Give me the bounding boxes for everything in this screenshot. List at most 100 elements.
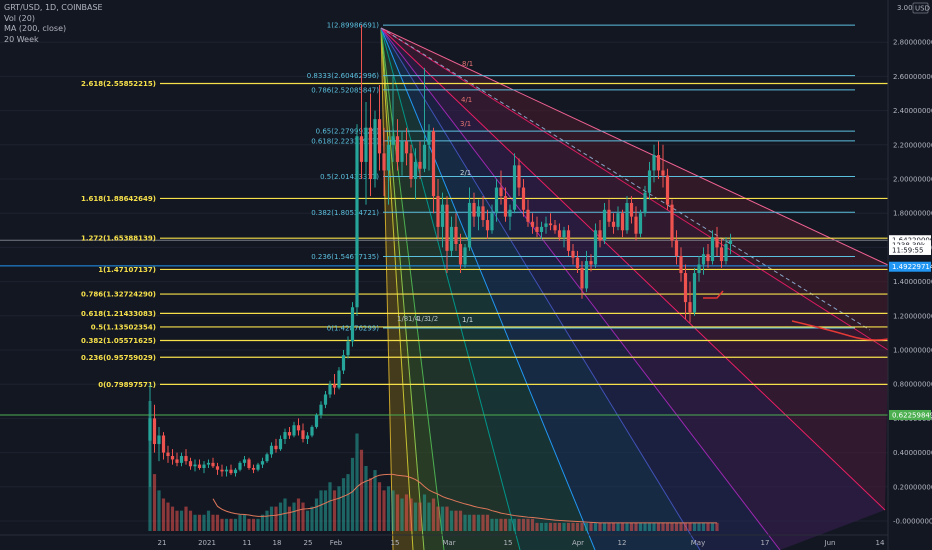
price-badge (889, 261, 931, 272)
candle-body (242, 459, 247, 463)
candle-body (175, 459, 179, 463)
candle (427, 124, 431, 171)
price-scale-background (888, 0, 932, 550)
volume-bar (269, 506, 274, 531)
candle-body (431, 131, 436, 197)
volume-bar (566, 522, 571, 531)
fan-ratio-label: 1/3 (417, 315, 428, 323)
candle (719, 238, 724, 268)
candle-body (202, 464, 206, 468)
candle-body (548, 223, 553, 226)
candle (256, 462, 260, 472)
candle (314, 413, 319, 429)
volume-bar (530, 518, 535, 531)
volume-bar (292, 502, 296, 531)
candle-body (611, 221, 616, 227)
candle-body (710, 237, 715, 262)
volume-bar (382, 490, 386, 531)
volume-bar (274, 506, 278, 531)
price-badge (889, 409, 931, 420)
candle-body (562, 230, 566, 238)
candle (409, 144, 413, 188)
candle (175, 452, 179, 467)
volume-bar (170, 506, 175, 531)
candle (422, 67, 427, 173)
volume-bar (656, 522, 661, 531)
candle (643, 185, 647, 217)
price-tick-label: 1.80000000 (893, 210, 932, 218)
candle (724, 237, 728, 265)
ma-indicator-label[interactable]: MA (200, close) (4, 24, 67, 33)
volume-bar (611, 522, 616, 531)
week-indicator-label[interactable]: 20 Week (4, 34, 39, 44)
candle-body (544, 223, 548, 227)
candle-body (512, 165, 517, 210)
price-badge-label: 0.62259849 (892, 411, 932, 419)
price-tick-label: 1.00000000 (893, 347, 932, 355)
candle (715, 226, 719, 256)
volume-bar (350, 457, 355, 531)
fan-ray (380, 27, 521, 550)
candle-body (643, 192, 647, 214)
volume-bar (413, 502, 418, 531)
candle-body (584, 261, 589, 289)
fan-ray (380, 27, 889, 266)
candle (161, 432, 166, 460)
candle-body (323, 394, 328, 405)
volume-bar (422, 494, 427, 531)
volume-bar (652, 522, 656, 531)
candle (553, 220, 557, 234)
candle (472, 192, 476, 227)
volume-bar (503, 518, 508, 531)
candle-body (364, 127, 368, 162)
volume-bar (211, 514, 215, 531)
fib-level-label: 1(1.47107137) (98, 266, 156, 274)
candle (593, 223, 598, 268)
candle (575, 250, 580, 274)
candle (265, 452, 269, 463)
volume-bar (373, 470, 377, 531)
fan-ray (380, 27, 425, 550)
volume-bar (193, 514, 197, 531)
candle-body (530, 221, 535, 227)
time-tick-label: Mar (442, 539, 455, 547)
candle (517, 158, 521, 197)
candle-body (373, 119, 377, 179)
fib-inner-label: 0.65(2.27999329) (316, 128, 380, 136)
candle-body (283, 432, 287, 439)
volume-bar (670, 522, 674, 531)
price-tick-label: -0.00000000 (893, 518, 932, 526)
volume-bar (305, 510, 310, 531)
candle (418, 141, 422, 179)
volume-bar (391, 490, 395, 531)
volume-bar (377, 482, 382, 531)
candle-body (445, 204, 449, 251)
candle-body (341, 355, 346, 371)
fib-level-label: 0.618(1.21433083) (81, 310, 156, 318)
fib-level-label: 2.618(2.55852215) (81, 80, 156, 88)
candle (701, 247, 706, 275)
candle-body (679, 255, 683, 274)
fan-ray (380, 27, 394, 550)
volume-bar (206, 510, 211, 531)
candle-body (215, 466, 220, 470)
candle-body (152, 418, 157, 445)
candle (670, 199, 674, 248)
candle-body (593, 230, 598, 265)
candle (400, 131, 404, 176)
candle-body (386, 144, 391, 171)
candle-body (629, 202, 634, 217)
volume-indicator-label[interactable]: Vol (20) (4, 13, 35, 23)
candle-body (697, 264, 701, 274)
candle (215, 462, 220, 475)
volume-bar (490, 518, 494, 531)
fib-inner-label: 0.382(1.80534721) (311, 209, 379, 217)
volume-bar (526, 518, 530, 531)
volume-bar (229, 518, 233, 531)
price-tick-label: 0.40000000 (893, 449, 932, 457)
fib-level-label: 0(0.79897571) (98, 381, 156, 389)
candle (652, 144, 656, 183)
candle-body (377, 119, 382, 154)
symbol-title[interactable]: GRT/USD, 1D, COINBASE (4, 3, 103, 12)
